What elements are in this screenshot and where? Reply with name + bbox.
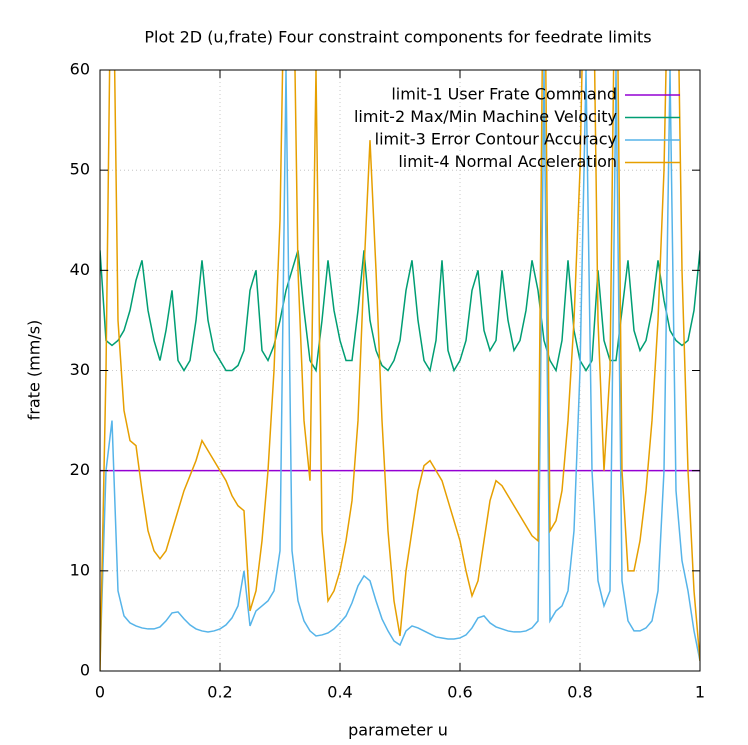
y-tick-label: 30	[70, 360, 90, 379]
series-line	[100, 70, 700, 671]
legend-label: limit-3 Error Contour Accuracy	[375, 130, 617, 149]
ticks: 0 10 20 30 40 50 60 0 0.2 0.4 0.6 0.8 1	[70, 60, 705, 702]
y-tick-label: 10	[70, 560, 90, 579]
legend-label: limit-1 User Frate Command	[391, 85, 617, 104]
x-tick-label: 0.6	[447, 683, 472, 702]
plot-area	[100, 70, 700, 671]
y-axis-label: frate (mm/s)	[25, 320, 44, 421]
legend-label: limit-4 Normal Acceleration	[398, 152, 617, 171]
x-tick-label: 0.8	[567, 683, 592, 702]
x-tick-label: 0.2	[207, 683, 232, 702]
y-tick-label: 60	[70, 60, 90, 79]
chart-title: Plot 2D (u,frate) Four constraint compon…	[144, 28, 651, 47]
x-axis-label: parameter u	[348, 721, 448, 740]
x-tick-label: 1	[695, 683, 705, 702]
legend-label: limit-2 Max/Min Machine Velocity	[354, 107, 617, 126]
legend: limit-1 User Frate Command limit-2 Max/Mi…	[354, 85, 680, 171]
y-tick-label: 50	[70, 160, 90, 179]
y-tick-label: 20	[70, 460, 90, 479]
series-line	[100, 70, 700, 662]
x-tick-label: 0.4	[327, 683, 352, 702]
series-line	[100, 250, 700, 373]
y-tick-label: 0	[80, 661, 90, 680]
y-tick-label: 40	[70, 260, 90, 279]
x-tick-label: 0	[95, 683, 105, 702]
